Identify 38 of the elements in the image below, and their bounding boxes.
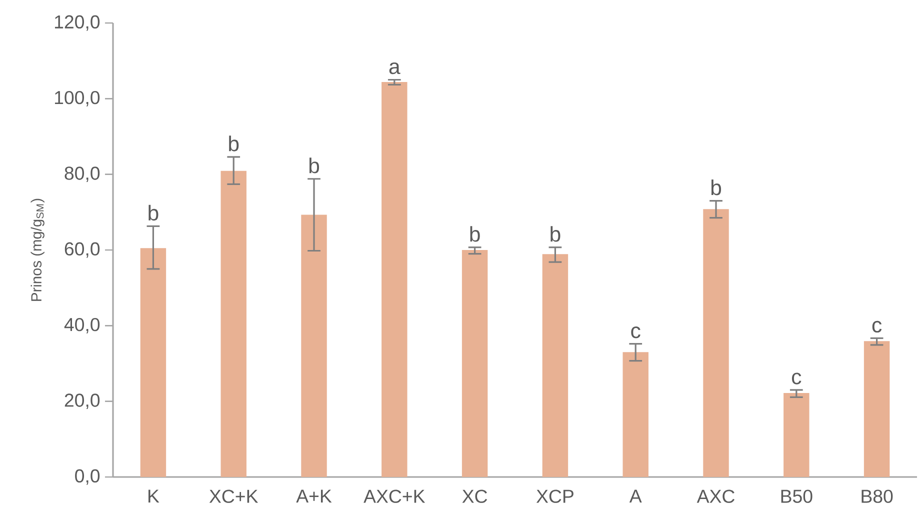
- bar: [382, 82, 408, 477]
- bar: [140, 248, 166, 477]
- y-tick-label: 120,0: [55, 15, 100, 31]
- annotation: b: [309, 158, 320, 174]
- y-tick-label: 60,0: [64, 242, 100, 258]
- y-tick-label: 40,0: [64, 318, 100, 334]
- annotation: b: [229, 136, 239, 152]
- y-tick-label: 0,0: [75, 469, 100, 485]
- x-tick-label: A+K: [296, 490, 332, 503]
- y-tick-label: 20,0: [64, 394, 100, 410]
- x-tick-label: XC: [462, 490, 488, 503]
- x-tick-label: XCP: [536, 490, 574, 503]
- bar: [462, 250, 488, 477]
- x-tick-label: K: [148, 490, 160, 503]
- x-tick-label: AXC+K: [364, 490, 426, 503]
- annotation: b: [550, 226, 560, 242]
- annotation: c: [872, 320, 882, 333]
- bar: [864, 341, 890, 477]
- x-tick-label: A: [629, 490, 642, 503]
- bar: [301, 214, 327, 477]
- y-axis-title: Prinos (mg/g$_{SM}$): [30, 198, 44, 301]
- x-tick-label: B80: [862, 490, 893, 503]
- annotation: b: [470, 226, 480, 242]
- bar: [542, 254, 568, 477]
- bar: [703, 209, 729, 477]
- annotation: b: [148, 204, 158, 221]
- bar: [220, 170, 246, 477]
- bar: [622, 352, 648, 477]
- y-tick-label: 100,0: [55, 90, 100, 106]
- bar: [784, 393, 810, 477]
- annotation: a: [389, 62, 400, 74]
- annotation: c: [631, 326, 640, 338]
- x-tick-label: B50: [781, 490, 812, 503]
- x-tick-label: XC+K: [209, 490, 258, 503]
- annotation: c: [792, 372, 802, 384]
- x-tick-label: AXC: [696, 490, 734, 503]
- y-tick-label: 80,0: [64, 166, 100, 182]
- annotation: b: [711, 180, 722, 196]
